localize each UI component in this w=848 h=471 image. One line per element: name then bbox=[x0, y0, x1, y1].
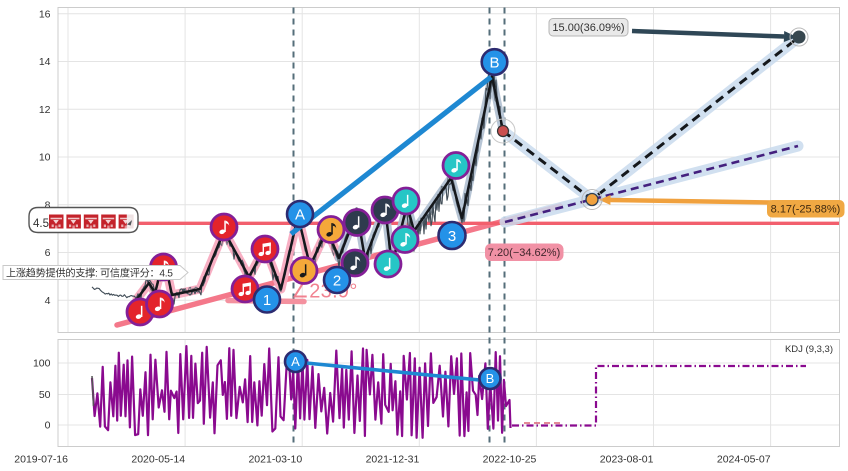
svg-text:2021-12-31: 2021-12-31 bbox=[366, 454, 420, 466]
svg-text:4.5: 4.5 bbox=[33, 218, 49, 230]
svg-text:上涨趋势提供的支撑: 可信度评分：4.5: 上涨趋势提供的支撑: 可信度评分：4.5 bbox=[6, 267, 173, 280]
svg-text:6: 6 bbox=[45, 247, 51, 259]
svg-text:50: 50 bbox=[39, 389, 51, 401]
svg-text:8.17(-25.88%): 8.17(-25.88%) bbox=[771, 204, 841, 216]
svg-text:7.20(−34.62%): 7.20(−34.62%) bbox=[488, 247, 560, 259]
svg-text:KDJ (9,3,3): KDJ (9,3,3) bbox=[785, 344, 833, 355]
svg-text:14: 14 bbox=[39, 56, 51, 68]
svg-text:15.00(36.09%): 15.00(36.09%) bbox=[552, 22, 624, 34]
svg-text:B: B bbox=[486, 371, 495, 386]
svg-text:3: 3 bbox=[448, 228, 456, 245]
svg-text:4: 4 bbox=[45, 295, 51, 307]
svg-text:2020-05-14: 2020-05-14 bbox=[131, 454, 185, 466]
svg-text:B: B bbox=[489, 54, 499, 71]
svg-text:2024-05-07: 2024-05-07 bbox=[717, 454, 771, 466]
svg-text:12: 12 bbox=[39, 104, 51, 116]
svg-text:10: 10 bbox=[39, 152, 51, 164]
svg-text:0: 0 bbox=[45, 420, 51, 432]
svg-text:A: A bbox=[291, 354, 300, 369]
svg-text:A: A bbox=[295, 206, 305, 223]
svg-text:2022-10-25: 2022-10-25 bbox=[483, 454, 537, 466]
svg-text:16: 16 bbox=[39, 8, 51, 20]
svg-text:2019-07-16: 2019-07-16 bbox=[14, 454, 68, 466]
svg-text:2: 2 bbox=[333, 272, 341, 289]
svg-text:100: 100 bbox=[33, 358, 51, 370]
svg-text:2023-08-01: 2023-08-01 bbox=[600, 454, 654, 466]
svg-text:8: 8 bbox=[45, 199, 51, 211]
svg-text:2021-03-10: 2021-03-10 bbox=[248, 454, 302, 466]
svg-text:1: 1 bbox=[263, 292, 271, 309]
